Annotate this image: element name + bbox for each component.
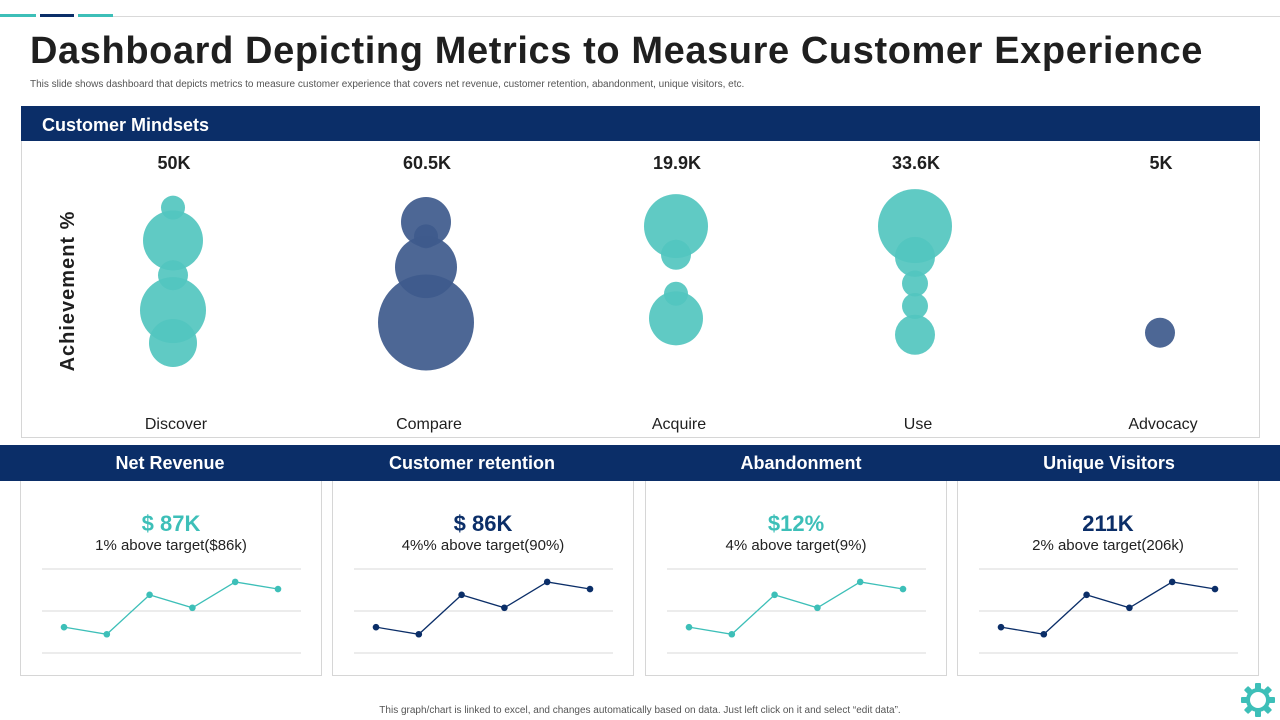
trend-point-6 [586, 585, 594, 593]
trend-point-3 [458, 591, 465, 599]
trend-point-1 [685, 623, 693, 631]
mindsets-header: Customer Mindsets [21, 106, 1260, 141]
mindsets-bubble-chart: Achievement % 50K Discover 60.5K Compare 19.9… [57, 153, 1198, 433]
trend-point-5 [1168, 578, 1176, 586]
accent-bar-teal-2 [78, 14, 113, 17]
trend-point-3 [146, 591, 153, 599]
mindsets-panel: Achievement % 50K Discover 60.5K Compare 19.9… [21, 141, 1260, 438]
metric-header-net-revenue: Net Revenue [115, 453, 225, 473]
trend-point-2 [103, 630, 111, 638]
trend-point-5 [543, 578, 551, 586]
bubble-use-4 [902, 293, 928, 320]
trend-chart-customer-retention [354, 568, 613, 654]
mindsets-header-label: Customer Mindsets [42, 115, 210, 135]
metric-target-note: 2% above target(206k) [1032, 537, 1184, 554]
trend-chart-abandonment [667, 568, 926, 654]
bubble-acquire-4 [649, 291, 703, 346]
category-label-use: Use [904, 416, 933, 433]
category-label-advocacy: Advocacy [1128, 416, 1197, 433]
metric-card-unique-visitors: 211K 2% above target(206k) [957, 481, 1259, 676]
trend-point-4 [1126, 604, 1133, 612]
trend-point-4 [814, 604, 821, 612]
bubble-compare-4 [378, 274, 474, 371]
trend-point-1 [372, 623, 380, 631]
bubble-discover-5 [149, 318, 197, 367]
trend-point-5 [231, 578, 239, 586]
total-label-discover: 50K [157, 153, 190, 173]
accent-bar-teal-1 [0, 14, 36, 17]
total-label-use: 33.6K [892, 153, 940, 173]
trend-point-2 [728, 630, 736, 638]
trend-line [1000, 581, 1216, 635]
trend-line [375, 581, 591, 635]
trend-point-3 [771, 591, 778, 599]
category-label-acquire: Acquire [652, 416, 706, 433]
trend-chart-unique-visitors [979, 568, 1238, 654]
trend-line [63, 581, 279, 635]
category-label-discover: Discover [145, 416, 208, 433]
trend-point-4 [189, 604, 196, 612]
accent-bar-navy [40, 14, 74, 17]
top-divider [113, 16, 1280, 17]
bubble-use-1 [878, 189, 952, 264]
trend-point-3 [1083, 591, 1090, 599]
metric-card-customer-retention: $ 86K 4%% above target(90%) [332, 481, 634, 676]
trend-point-6 [274, 585, 282, 593]
metric-card-abandonment: $12% 4% above target(9%) [645, 481, 947, 676]
bubble-advocacy-1 [1145, 317, 1175, 348]
bubble-compare-1 [401, 197, 451, 247]
page-subtitle: This slide shows dashboard that depicts … [30, 79, 745, 90]
bubble-acquire-1 [644, 194, 708, 259]
y-axis-label: Achievement % [57, 211, 79, 372]
total-label-advocacy: 5K [1149, 153, 1172, 173]
trend-chart-net-revenue [42, 568, 301, 654]
trend-point-6 [1211, 585, 1219, 593]
metric-value: $12% [767, 511, 825, 536]
metric-value: $ 87K [141, 511, 201, 536]
trend-point-2 [1040, 630, 1048, 638]
trend-point-2 [415, 630, 423, 638]
total-label-compare: 60.5K [403, 153, 451, 173]
page-title: Dashboard Depicting Metrics to Measure C… [30, 30, 1203, 72]
total-label-acquire: 19.9K [653, 153, 701, 173]
footnote: This graph/chart is linked to excel, and… [379, 705, 901, 716]
trend-point-6 [899, 585, 907, 593]
gear-icon[interactable] [1240, 682, 1276, 718]
trend-point-5 [856, 578, 864, 586]
bubble-use-3 [902, 270, 928, 297]
bubble-acquire-2 [661, 239, 691, 270]
metric-target-note: 4%% above target(90%) [401, 537, 565, 554]
metric-target-note: 4% above target(9%) [725, 537, 867, 554]
trend-point-4 [501, 604, 508, 612]
category-label-compare: Compare [396, 416, 462, 433]
trend-point-1 [60, 623, 68, 631]
bubble-discover-2 [143, 210, 203, 271]
metric-value: $ 86K [453, 511, 513, 536]
trend-line [688, 581, 904, 635]
metric-value: 211K [1082, 511, 1134, 536]
bubble-use-5 [895, 314, 935, 355]
metric-header-unique-visitors: Unique Visitors [1043, 453, 1175, 473]
metric-header-abandonment: Abandonment [740, 453, 862, 473]
bubble-use-2 [895, 236, 935, 277]
metric-card-net-revenue: $ 87K 1% above target($86k) [20, 481, 322, 676]
metric-target-note: 1% above target($86k) [95, 537, 247, 554]
metric-header-customer-retention: Customer retention [388, 453, 556, 473]
metrics-header-band: Net Revenue Customer retention Abandonme… [0, 445, 1280, 481]
trend-point-1 [997, 623, 1005, 631]
